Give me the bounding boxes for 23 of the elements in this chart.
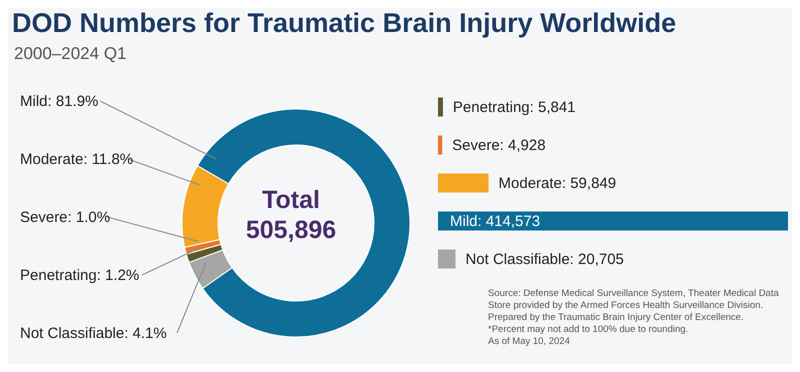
bar	[438, 250, 456, 268]
text: 505,896	[244, 216, 338, 245]
data-label: Severe: 4,928	[452, 137, 546, 154]
data-label: Moderate: 59,849	[498, 175, 616, 192]
text: Total	[261, 186, 321, 215]
bar	[438, 212, 788, 230]
data-label: Not Classifiable: 20,705	[465, 251, 624, 268]
chart-title: DOD Numbers for Traumatic Brain Injury Worldwide	[12, 8, 676, 39]
bar	[438, 136, 442, 154]
text: Prepared by the Traumatic Brain Injury Center of Excellence.	[488, 312, 745, 324]
bar	[438, 98, 443, 116]
chart-subtitle: 2000–2024 Q1	[14, 44, 126, 64]
slice-label: Moderate: 11.8%	[20, 151, 134, 168]
data-label: Penetrating: 5,841	[452, 99, 576, 116]
slice-label: Severe: 1.0%	[20, 209, 110, 226]
slice-label: Not Classifiable: 4.1%	[20, 325, 167, 342]
slice-label: Penetrating: 1.2%	[20, 267, 140, 284]
bar	[438, 174, 489, 192]
data-label: Mild: 414,573	[450, 213, 540, 230]
text: *Percent may not add to 100% due to rounding.	[488, 324, 690, 336]
slice-label: Mild: 81.9%	[20, 93, 98, 110]
source-note: Source: Defense Medical Surveillance System, Theater Medical Data Store provided by the Armed Forces Health Surveillance Division.	[488, 288, 780, 312]
text: As of May 10, 2024	[488, 336, 571, 348]
